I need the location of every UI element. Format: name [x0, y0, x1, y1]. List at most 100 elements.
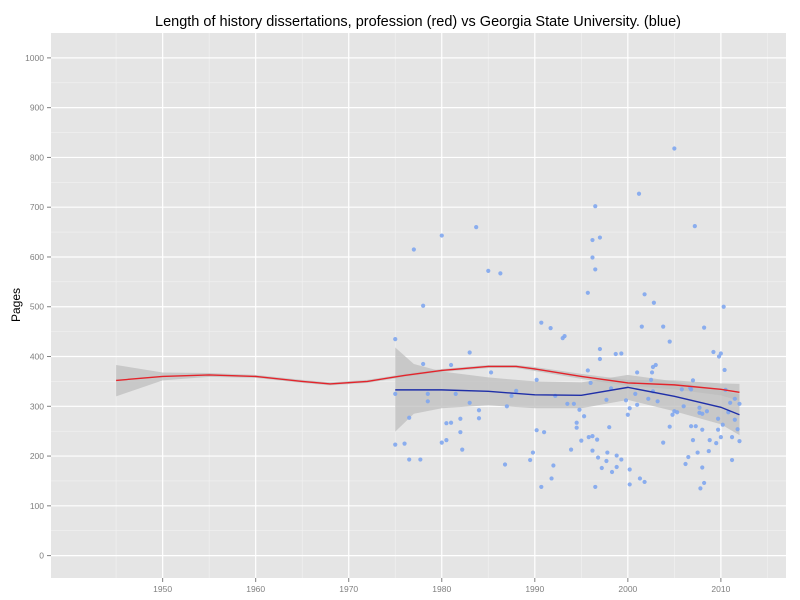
data-point [704, 409, 710, 414]
x-axis-ticks: 1950 1960 1970 1980 1990 2000 2010 [153, 578, 731, 594]
data-point [488, 370, 494, 375]
data-point [702, 325, 707, 330]
data-point [458, 416, 463, 421]
data-point [421, 303, 426, 308]
data-point [720, 422, 725, 427]
data-point [686, 454, 691, 460]
x-tick-label: 2000 [618, 584, 637, 594]
data-point [393, 442, 398, 447]
confidence-band-gsu [395, 347, 740, 436]
data-point [706, 448, 711, 454]
data-point [504, 404, 509, 409]
data-point [714, 441, 719, 446]
data-point [444, 421, 449, 426]
y-tick-label: 900 [30, 103, 44, 113]
data-point [597, 346, 603, 352]
data-point [577, 407, 582, 412]
data-point [651, 300, 656, 305]
data-point [593, 484, 598, 490]
data-point [486, 268, 491, 274]
data-point [648, 377, 654, 383]
data-point [692, 224, 697, 229]
data-point [639, 324, 644, 329]
data-point [633, 391, 638, 396]
data-point [649, 370, 655, 375]
data-point [627, 467, 632, 472]
data-point [661, 440, 666, 445]
data-point [498, 271, 503, 276]
chart-title: Length of history dissertations, profess… [155, 14, 681, 30]
data-point [681, 404, 686, 409]
data-point [614, 453, 619, 458]
x-tick-label: 1960 [246, 584, 265, 594]
y-tick-label: 300 [30, 401, 44, 411]
data-point [609, 469, 615, 475]
data-point [425, 391, 430, 396]
data-point [732, 417, 737, 422]
data-point [467, 350, 472, 355]
data-point [605, 450, 610, 455]
data-point [700, 465, 705, 470]
scatter-points [393, 146, 742, 491]
data-point [675, 410, 680, 415]
data-point [604, 397, 609, 402]
data-point [597, 235, 603, 240]
data-point [689, 387, 694, 392]
data-point [460, 447, 465, 452]
data-point [467, 400, 472, 405]
data-point [542, 430, 547, 435]
data-point [448, 362, 454, 368]
data-point [655, 399, 660, 404]
data-point [619, 351, 624, 356]
data-point [585, 290, 590, 295]
data-point [588, 380, 593, 385]
data-point [718, 435, 723, 440]
data-point [593, 204, 598, 209]
data-point [695, 450, 700, 455]
data-point [653, 362, 658, 368]
data-point [683, 461, 688, 467]
data-point [476, 408, 482, 413]
data-point [729, 435, 735, 440]
data-point [534, 428, 539, 433]
data-point [568, 447, 574, 452]
data-point [715, 427, 721, 432]
data-point [728, 400, 733, 405]
data-point [625, 412, 630, 417]
data-point [635, 402, 640, 407]
data-point [393, 336, 398, 342]
data-point [565, 401, 570, 406]
data-point [697, 405, 702, 410]
data-point [530, 450, 536, 455]
x-tick-label: 2010 [711, 584, 730, 594]
data-point [439, 233, 444, 238]
data-point [729, 457, 735, 463]
data-point [637, 476, 643, 481]
y-tick-label: 400 [30, 352, 44, 362]
x-tick-label: 1970 [339, 584, 358, 594]
data-point [502, 462, 508, 467]
data-point [707, 438, 712, 443]
data-point [599, 465, 604, 471]
data-point [411, 247, 416, 252]
data-point [635, 370, 640, 375]
data-point [509, 393, 514, 398]
data-point [585, 368, 590, 373]
smooth-line-gsu [395, 386, 740, 416]
y-tick-label: 500 [30, 302, 44, 312]
data-point [661, 324, 666, 329]
data-point [407, 457, 412, 462]
data-point [735, 427, 740, 432]
data-point [474, 225, 479, 230]
data-point [402, 441, 407, 446]
data-point [636, 191, 642, 196]
data-point [613, 351, 618, 357]
data-point [667, 424, 672, 429]
data-point [619, 457, 624, 462]
data-point [646, 396, 651, 401]
data-point [590, 434, 595, 439]
x-tick-label: 1950 [153, 584, 172, 594]
data-point [604, 458, 609, 464]
data-point [574, 425, 579, 430]
